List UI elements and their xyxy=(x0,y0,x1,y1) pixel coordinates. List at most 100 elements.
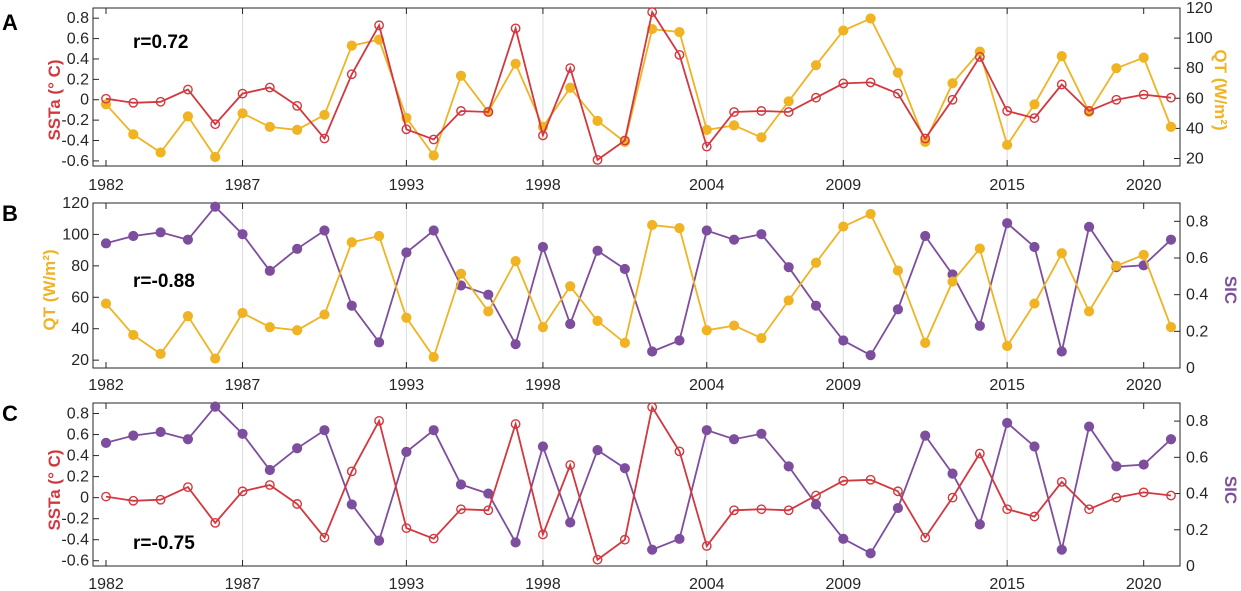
data-point-ssta xyxy=(155,96,166,107)
data-point-sic xyxy=(483,488,494,499)
data-point-ssta xyxy=(374,415,384,426)
data-point-ssta xyxy=(647,402,658,413)
data-point-sic xyxy=(292,243,303,254)
data-point-qt xyxy=(537,322,549,333)
data-point-ssta xyxy=(292,499,303,509)
y-left-tick-label: 120 xyxy=(62,195,89,212)
y-left-tick-label: -0.2 xyxy=(61,112,89,129)
data-point-sic xyxy=(810,499,822,510)
data-point-qt xyxy=(455,268,467,279)
y-left-tick-label: 0.6 xyxy=(67,427,89,444)
data-point-ssta xyxy=(893,88,903,99)
data-point-sic xyxy=(237,229,248,240)
data-point-qt xyxy=(756,333,767,344)
data-point-sic xyxy=(728,434,740,445)
data-point-ssta xyxy=(155,494,166,505)
data-point-ssta xyxy=(674,446,685,457)
y-right-tick-label: 40 xyxy=(1186,120,1204,137)
y-right-tick-label: 0.2 xyxy=(1186,323,1208,340)
data-point-ssta xyxy=(974,52,985,62)
data-point-ssta xyxy=(1056,476,1067,487)
data-point-qt xyxy=(783,96,794,107)
correlation-label-a: r=0.72 xyxy=(133,32,188,53)
data-point-sic xyxy=(510,339,521,350)
data-point-qt xyxy=(565,281,576,292)
data-point-qt xyxy=(510,256,521,267)
data-point-qt xyxy=(838,221,849,232)
x-tick-label: 2020 xyxy=(1126,576,1162,591)
data-point-sic xyxy=(483,289,494,300)
y-left-tick-label: 60 xyxy=(71,289,89,306)
data-point-ssta xyxy=(183,84,193,95)
data-point-sic xyxy=(401,247,412,258)
data-point-qt xyxy=(237,108,248,119)
data-point-sic xyxy=(1083,421,1095,432)
data-point-qt xyxy=(100,298,112,309)
x-tick-label: 1998 xyxy=(525,177,561,194)
data-point-sic xyxy=(1029,441,1040,452)
data-point-qt xyxy=(237,307,248,319)
data-point-sic xyxy=(346,300,357,311)
data-point-ssta xyxy=(811,490,821,501)
data-point-ssta xyxy=(456,504,466,515)
data-point-sic xyxy=(264,464,275,476)
data-point-qt xyxy=(128,329,139,341)
data-point-ssta xyxy=(1056,79,1067,90)
correlation-label-c: r=-0.75 xyxy=(133,533,195,554)
y-right-tick-label: 0.8 xyxy=(1186,413,1208,430)
data-point-sic xyxy=(210,201,221,212)
data-point-qt xyxy=(292,124,303,135)
data-point-qt xyxy=(1002,340,1013,352)
data-point-ssta xyxy=(1002,106,1013,116)
data-point-sic xyxy=(1002,417,1013,429)
y-right-tick-label: 100 xyxy=(1186,30,1213,47)
data-point-sic xyxy=(182,434,194,445)
data-point-sic xyxy=(401,446,412,457)
data-point-ssta xyxy=(838,475,849,486)
y-left-label-c: SSTa (° C) xyxy=(45,449,64,530)
data-point-qt xyxy=(428,150,439,161)
data-point-ssta xyxy=(1138,487,1149,498)
data-point-qt xyxy=(728,120,740,131)
data-point-qt xyxy=(865,208,876,220)
data-point-sic xyxy=(674,335,685,346)
data-point-ssta xyxy=(538,529,548,540)
data-point-sic xyxy=(838,533,849,544)
x-tick-label: 1987 xyxy=(225,576,261,591)
y-left-label-a: SSTa (° C) xyxy=(45,59,64,140)
x-tick-label: 1982 xyxy=(88,576,124,591)
x-tick-label: 1998 xyxy=(525,576,561,591)
y-left-tick-label: 0.4 xyxy=(67,448,89,465)
data-point-sic xyxy=(373,337,385,348)
y-left-tick-label: 0 xyxy=(80,92,89,109)
data-point-sic xyxy=(319,225,330,236)
data-point-qt xyxy=(974,243,985,254)
data-point-ssta xyxy=(811,92,821,103)
data-point-qt xyxy=(592,115,603,126)
panel-b: 1982 1987 1993 1998 2004 2009 2015 2020 120 100 80… xyxy=(62,195,1208,394)
y-right-tick-label: 60 xyxy=(1186,90,1204,107)
data-point-ssta xyxy=(346,69,357,80)
data-point-ssta xyxy=(101,93,111,104)
data-point-ssta xyxy=(920,532,931,543)
data-point-sic xyxy=(1111,461,1122,472)
data-point-qt xyxy=(647,219,658,231)
data-point-ssta xyxy=(701,541,712,551)
x-tick-label: 2020 xyxy=(1126,177,1162,194)
y-left-tick-label: 0 xyxy=(80,490,89,507)
data-point-qt xyxy=(947,276,958,287)
data-point-ssta xyxy=(947,94,958,105)
data-point-qt xyxy=(401,312,412,323)
data-point-ssta xyxy=(838,78,849,89)
y-left-tick-label: 100 xyxy=(62,226,89,243)
y-left-tick-label: -0.2 xyxy=(61,511,89,528)
data-point-ssta xyxy=(346,466,357,477)
data-point-qt xyxy=(701,325,712,336)
x-tick-label: 1993 xyxy=(389,377,425,394)
data-point-qt xyxy=(319,109,330,120)
data-point-sic xyxy=(756,428,767,439)
data-point-ssta xyxy=(183,482,193,493)
data-point-ssta xyxy=(538,130,548,141)
data-point-sic xyxy=(510,537,521,548)
